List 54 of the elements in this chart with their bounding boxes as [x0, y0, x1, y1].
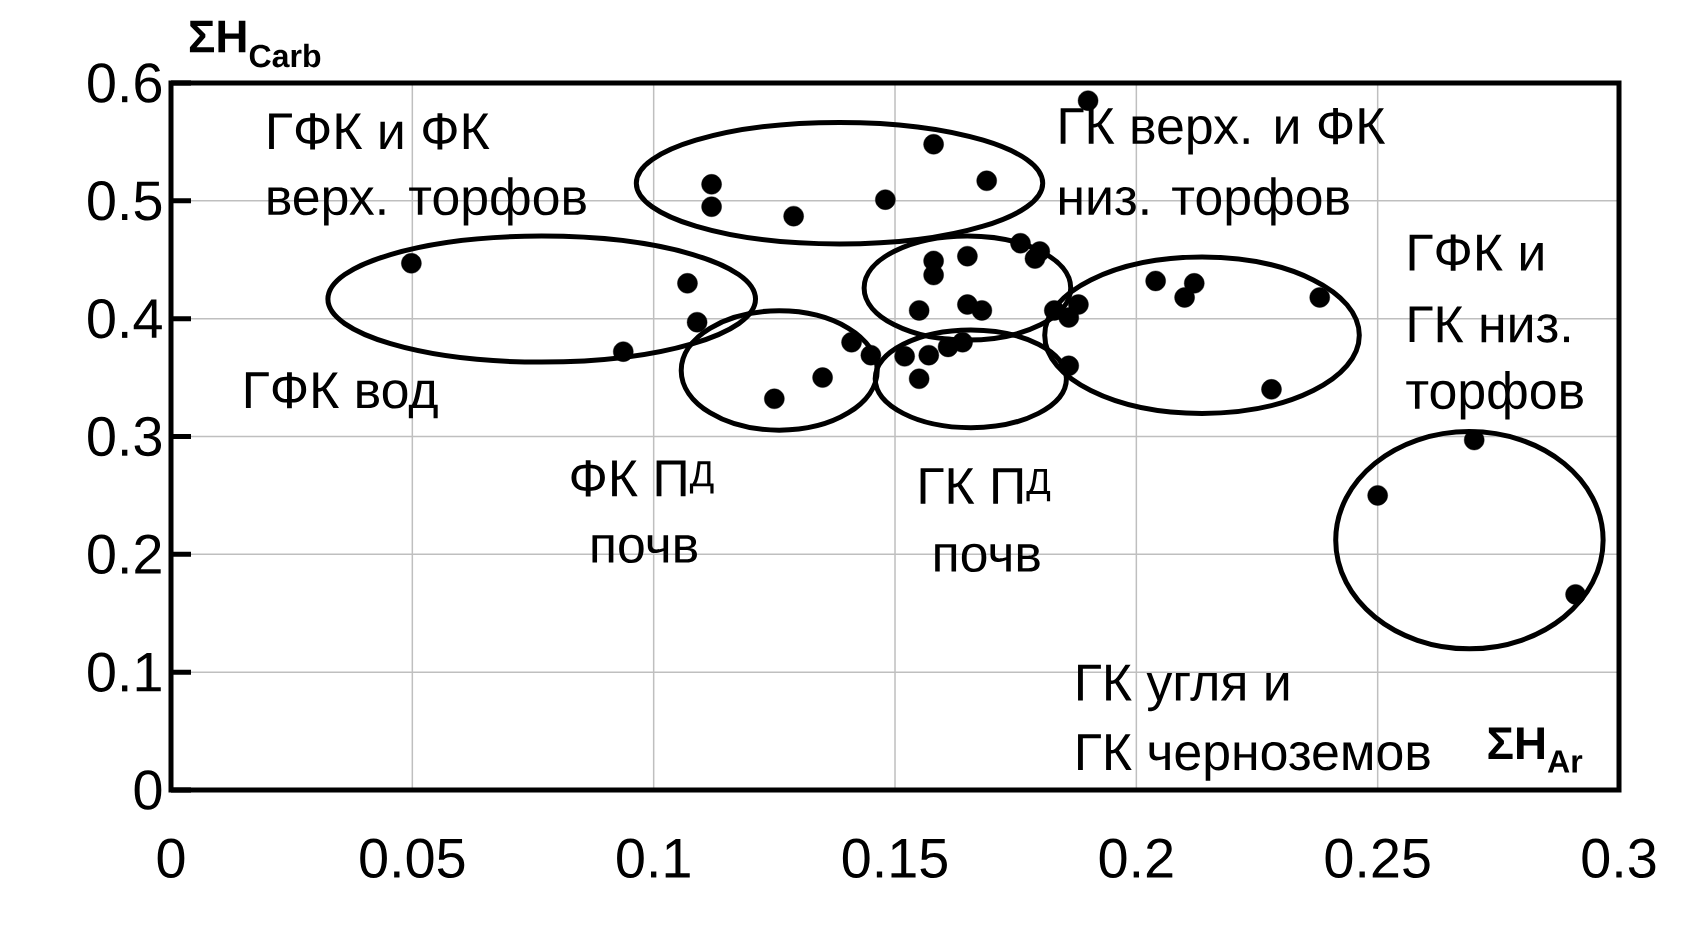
point	[783, 205, 804, 227]
annotation: торфов	[1406, 371, 1583, 420]
annotation: ГК верх. и ФК	[1060, 107, 1386, 155]
x-tick-label: 0.25	[1325, 838, 1430, 879]
point	[971, 300, 993, 321]
y-tick-label: 0	[134, 770, 162, 810]
point	[976, 170, 997, 191]
annotation: ГК низ.	[1409, 306, 1569, 343]
x-tick-label: 0.1	[617, 838, 690, 879]
point	[1068, 294, 1089, 315]
point	[894, 346, 915, 367]
point	[1184, 273, 1205, 294]
annotation: ГК черноземов	[1078, 734, 1430, 781]
point	[908, 368, 930, 389]
annotation: верх. торфов	[268, 177, 586, 226]
point	[701, 174, 722, 195]
y-tick-label: 0.5	[88, 181, 162, 221]
x-axis-title: ΣH$_{Ar}$	[1488, 727, 1583, 773]
point	[1309, 287, 1330, 308]
x-tick-label: 0.2	[1099, 838, 1173, 879]
y-tick-label: 0.6	[88, 63, 162, 103]
point	[918, 344, 939, 366]
point	[686, 311, 708, 333]
y-tick-label: 0.3	[88, 416, 162, 457]
x-tick-label: 0.3	[1582, 838, 1656, 879]
point	[841, 332, 862, 353]
annotation: ГК П$^{Д}$	[920, 468, 1051, 504]
point	[908, 300, 930, 321]
point	[1261, 379, 1282, 400]
y-tick-label: 0.4	[88, 298, 162, 339]
annotation: ГФК и ФК	[269, 113, 490, 150]
point	[812, 367, 833, 388]
annotation: почв	[592, 534, 697, 564]
point	[875, 189, 896, 210]
point	[401, 253, 422, 274]
point	[1367, 485, 1388, 506]
point	[701, 196, 722, 217]
y-tick-label: 0.2	[88, 534, 161, 575]
point	[957, 246, 978, 267]
annotation: ГК угля и	[1078, 664, 1289, 712]
point	[764, 388, 785, 409]
point	[923, 134, 944, 155]
annotation: низ. торфов	[1060, 177, 1349, 226]
x-tick-label: 0.05	[360, 838, 465, 879]
point	[677, 273, 698, 294]
annotation: ГФК и	[1409, 234, 1543, 271]
point	[1145, 270, 1166, 292]
annotation: ФК П$^{Д}$	[571, 460, 714, 497]
annotation: почв	[935, 543, 1040, 573]
y-axis-title: ΣH$_{Carb}$	[189, 20, 321, 68]
y-tick-label: 0.1	[88, 652, 161, 692]
x-tick-label: 0.15	[842, 838, 947, 879]
point	[923, 250, 944, 272]
annotation: ГФК вод	[245, 372, 438, 419]
